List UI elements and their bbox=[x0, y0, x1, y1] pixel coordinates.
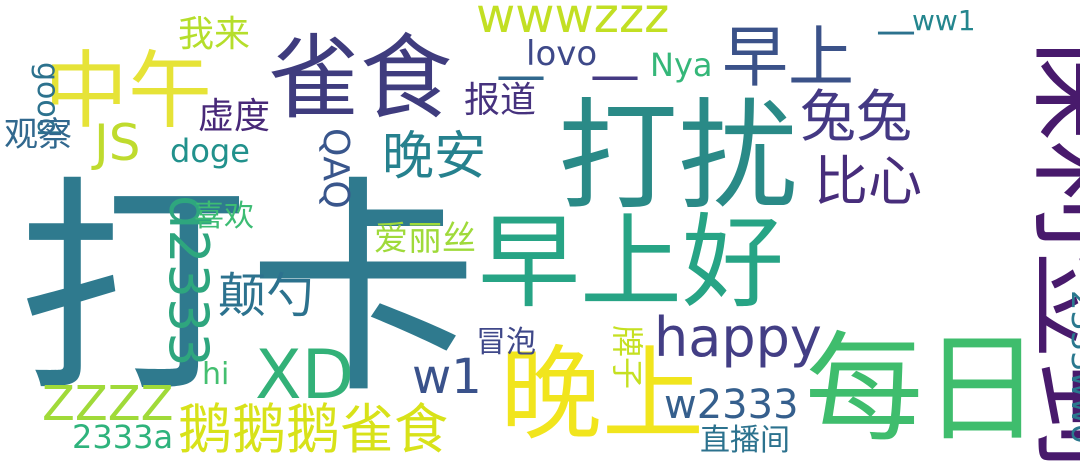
cloud-word: 爱丽丝 bbox=[374, 219, 476, 259]
cloud-word: 虚度 bbox=[198, 96, 270, 137]
cloud-word: 每日 bbox=[805, 320, 1041, 458]
cloud-word: w2333 bbox=[664, 382, 799, 428]
cloud-word: — bbox=[496, 46, 546, 104]
cloud-word: 喜欢 bbox=[194, 199, 254, 234]
cloud-word: 打卡 bbox=[18, 158, 478, 425]
cloud-word: 直播间 bbox=[700, 423, 790, 458]
cloud-word: 晚上 bbox=[500, 336, 704, 455]
cloud-word: 我来 bbox=[178, 14, 250, 55]
cloud-word: 报道 bbox=[464, 80, 536, 121]
cloud-word: happy bbox=[654, 306, 822, 369]
cloud-word: Nya bbox=[650, 46, 712, 84]
cloud-word: 打扰 bbox=[558, 88, 798, 227]
cloud-word: 雀食 bbox=[268, 25, 452, 132]
cloud-word: 保利签到 bbox=[1019, 30, 1080, 463]
cloud-word: — bbox=[876, 8, 916, 54]
cloud-word: 早上好 bbox=[478, 204, 784, 323]
cloud-word: 冒泡 bbox=[476, 325, 536, 360]
cloud-word: 观察 bbox=[4, 115, 72, 155]
cloud-word: 兔兔 bbox=[800, 85, 912, 150]
cloud-word: 晚安 bbox=[382, 127, 486, 187]
cloud-word: d2333 bbox=[157, 195, 220, 367]
cloud-word: — bbox=[590, 46, 640, 104]
cloud-word: ZZZZ bbox=[42, 376, 174, 432]
cloud-word: good bbox=[30, 62, 65, 137]
cloud-word: 2333a bbox=[72, 418, 173, 456]
cloud-word: 牌子 bbox=[608, 325, 646, 389]
cloud-word: 2333ww0 bbox=[1064, 290, 1080, 444]
cloud-word: 中午 bbox=[44, 42, 212, 140]
cloud-word: 鹅鹅鹅雀食 bbox=[178, 398, 448, 461]
cloud-word: 比心 bbox=[814, 150, 922, 213]
cloud-word: hi bbox=[202, 357, 229, 392]
cloud-word: wwwzzz bbox=[476, 0, 669, 44]
cloud-word: lovo bbox=[526, 34, 597, 74]
cloud-word: w1 bbox=[412, 349, 482, 405]
cloud-word: 早上 bbox=[722, 19, 854, 96]
cloud-word: 颠勺 bbox=[218, 268, 314, 324]
cloud-word: QAQ bbox=[315, 128, 356, 209]
cloud-word: JS bbox=[91, 114, 140, 172]
cloud-word: doge bbox=[170, 132, 250, 170]
cloud-word: XD bbox=[255, 336, 354, 415]
cloud-word: ww1 bbox=[912, 4, 976, 37]
